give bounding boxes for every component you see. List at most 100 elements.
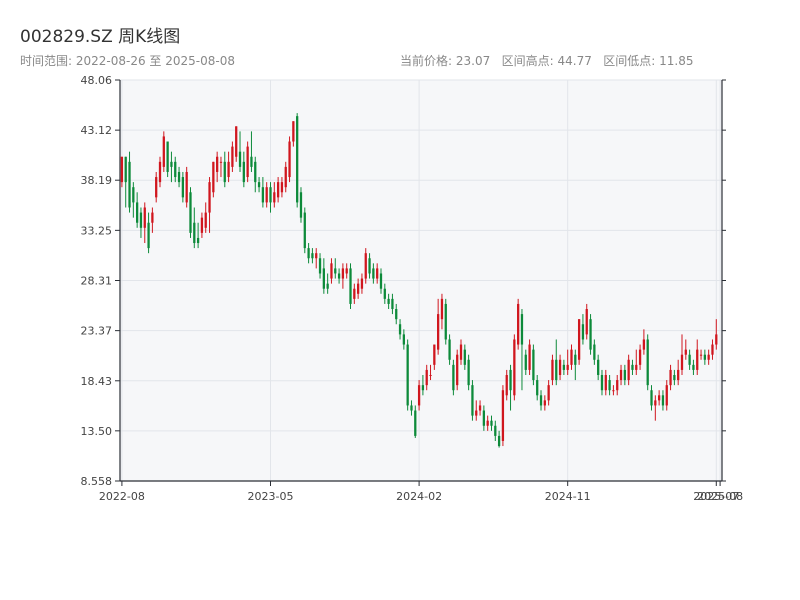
candle-body-down [124,156,127,183]
candle-body-up [570,349,573,365]
candle-body-down [238,151,242,167]
candle-body-down [166,141,169,172]
candle-body-down [673,374,676,381]
candle-body-down [132,187,135,203]
candle-body-down [688,354,691,365]
candle-body-up [376,268,379,279]
x-tick-label: 2025-07 [693,490,739,503]
x-tick-label: 2023-05 [248,490,294,503]
candle-body-up [665,385,668,406]
candle-body-down [414,410,417,436]
candle-body-down [387,298,390,304]
candle-body-up [437,314,440,350]
candle-body-down [524,354,527,370]
candle-body-up [543,400,546,406]
candle-body-down [269,187,272,203]
candle-body-up [478,405,482,411]
candle-body-up [456,354,459,386]
y-tick-label: 38.19 [81,174,113,187]
candle-body-up [707,354,710,360]
candle-body-down [520,314,524,345]
candle-body-up [208,182,211,213]
candle-body-up [200,217,204,233]
candle-body-down [593,344,596,360]
candle-body-down [296,116,299,203]
candle-body-down [196,237,200,244]
candle-body-down [395,309,398,320]
candle-body-up [669,369,672,386]
candle-body-down [509,369,512,391]
candle-body-down [597,359,600,375]
candle-body-down [650,390,653,406]
candle-body-up [654,400,657,406]
candle-body-up [276,182,280,198]
candle-body-up [684,349,687,355]
chart-title: 002829.SZ 周K线图 [20,27,181,47]
candle-body-up [513,339,516,396]
candles [120,113,718,448]
candle-body-down [254,161,257,183]
candle-body-up [429,374,432,376]
candle-body-down [410,405,413,411]
candle-body-up [162,136,165,167]
candle-body-down [311,253,314,259]
candle-body-down [467,359,470,386]
candle-body-down [692,364,695,370]
candle-body-down [368,258,371,274]
candle-body-up [155,177,158,198]
candle-body-down [174,161,177,178]
candle-body-down [136,202,139,223]
candle-body-up [216,156,219,172]
candle-body-up [280,182,284,193]
candle-body-up [635,364,638,370]
candle-body-up [616,380,619,391]
y-tick-label: 33.25 [81,224,113,237]
candle-body-down [494,425,497,436]
candle-body-up [551,359,554,381]
candle-body-up [627,359,630,381]
candle-body-down [379,273,383,289]
candle-body-up [517,303,520,345]
y-tick-label: 43.12 [81,124,113,137]
candle-body-down [562,364,566,370]
candle-body-down [177,171,181,183]
candle-body-up [231,146,234,167]
candle-body-up [486,420,489,426]
candle-body-down [661,395,665,406]
candle-body-down [242,161,245,183]
candle-body-down [391,298,394,310]
candle-body-up [604,374,607,391]
candle-body-down [307,248,310,259]
x-tick-label: 2025-08 [697,490,743,503]
date-range-text: 时间范围: 2022-08-26 至 2025-08-08 [20,54,235,68]
candle-body-up [657,395,661,401]
candle-body-down [318,258,322,274]
candle-body-down [646,339,649,386]
candle-body-down [406,344,409,406]
candle-body-up [715,334,718,345]
candle-body-down [463,349,466,365]
candle-body-down [703,354,706,360]
candle-body-up [566,364,569,370]
candle-body-down [497,435,501,447]
candle-body-down [193,222,196,244]
candle-body-down [471,385,474,416]
candle-body-down [421,385,425,391]
candle-body-down [448,339,451,360]
candle-body-up [143,207,146,228]
candle-body-up [642,339,646,350]
candle-body-up [475,410,478,416]
candle-body-up [547,385,550,401]
candle-body-up [227,161,230,178]
candle-body-up [158,161,162,183]
candle-body-down [326,283,329,289]
candle-body-down [337,273,341,279]
candle-body-down [223,161,226,183]
candle-body-up [235,126,238,157]
candle-body-down [250,156,253,167]
candle-body-up [219,161,223,163]
candle-body-down [139,212,143,228]
candle-body-down [147,222,150,249]
candle-body-down [257,182,261,188]
